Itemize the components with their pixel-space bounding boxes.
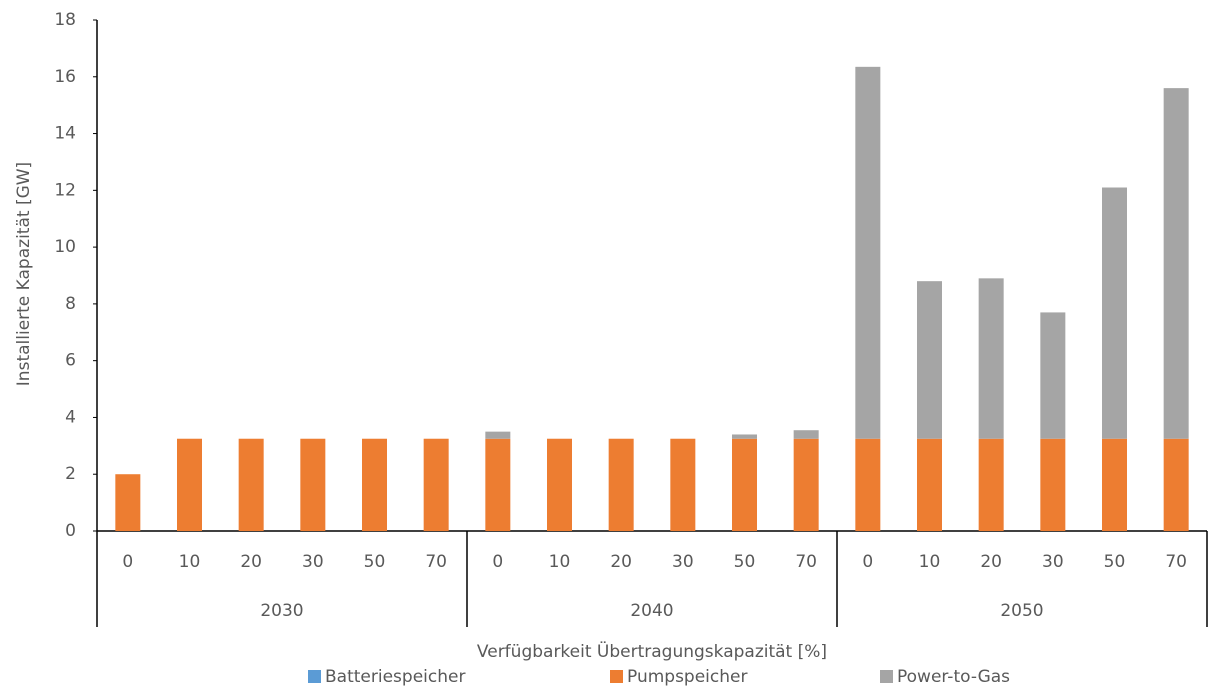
bar-segment [732,438,757,531]
legend-label: Power-to-Gas [897,667,1010,687]
x-tick-label: 10 [549,552,571,572]
bar-segment [608,438,634,531]
bar-segment [1040,312,1066,439]
bar-segment [670,438,696,531]
bar-segment [917,438,942,531]
y-tick-label: 6 [65,351,76,371]
x-tick-label: 70 [795,552,817,572]
bar-segment [300,438,326,531]
bar-segment [362,438,387,531]
legend-swatch [308,670,321,683]
group-label: 2040 [630,601,673,621]
bar-segment [1163,438,1189,531]
bar-segment [917,281,942,439]
bar-segment [1040,438,1066,531]
x-tick-label: 30 [672,552,694,572]
legend-label: Batteriespeicher [325,667,465,687]
x-tick-label: 10 [919,552,941,572]
x-tick-label: 20 [240,552,262,572]
group-label: 2050 [1000,601,1043,621]
legend-swatch [880,670,893,683]
x-tick-label: 0 [492,552,503,572]
x-tick-label: 0 [122,552,133,572]
x-tick-label: 30 [1042,552,1064,572]
group-label: 2030 [260,601,303,621]
y-tick-label: 8 [65,294,76,314]
bar-segment [855,438,881,531]
x-tick-label: 50 [364,552,386,572]
legend-swatch [610,670,623,683]
bar-segment [855,66,881,439]
y-tick-label: 16 [54,67,76,87]
y-tick-label: 10 [54,237,76,257]
x-tick-label: 70 [425,552,447,572]
legend-label: Pumpspeicher [627,667,747,687]
bar-segment [115,474,141,531]
bar-segment [732,434,757,439]
bar-segment [978,438,1004,531]
bar-segment [1163,88,1189,439]
bar-segment [793,430,819,439]
x-tick-label: 20 [980,552,1002,572]
bar-segment [485,431,511,439]
bar-segment [793,438,819,531]
y-tick-label: 14 [54,124,76,144]
y-tick-label: 2 [65,464,76,484]
x-tick-label: 0 [862,552,873,572]
bar-segment [423,438,449,531]
y-tick-label: 0 [65,521,76,541]
x-tick-label: 20 [610,552,632,572]
y-axis-title: Installierte Kapazität [GW] [14,162,34,386]
x-tick-label: 70 [1165,552,1187,572]
bar-segment [177,438,202,531]
y-tick-label: 12 [54,180,76,200]
y-tick-label: 18 [54,10,76,30]
bar-segment [1102,438,1127,531]
y-tick-label: 4 [65,407,76,427]
x-tick-label: 30 [302,552,324,572]
bar-segment [978,278,1004,439]
bar-segment [485,438,511,531]
x-tick-label: 50 [1104,552,1126,572]
bar-segment [1102,187,1127,439]
x-tick-label: 50 [734,552,756,572]
bar-segment [547,438,572,531]
bar-segment [238,438,264,531]
x-tick-label: 10 [179,552,201,572]
x-axis-title: Verfügbarkeit Übertragungskapazität [%] [477,640,827,662]
